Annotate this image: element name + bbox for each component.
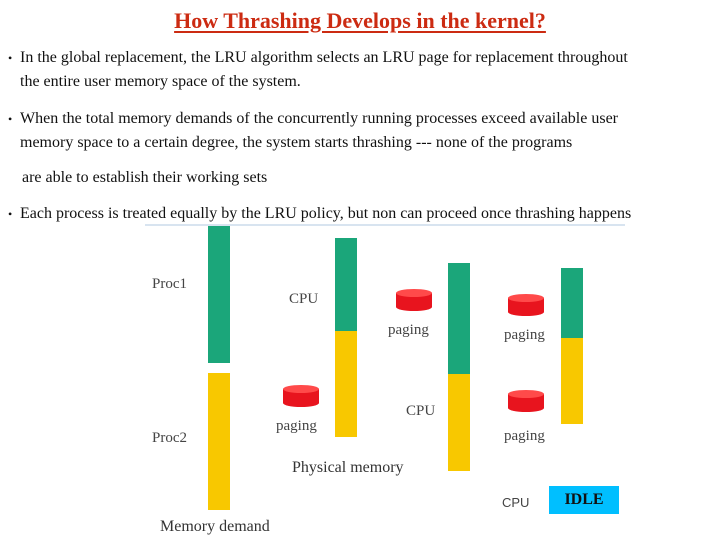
paging-phase-bar	[561, 338, 583, 424]
paging-label: paging	[388, 322, 429, 338]
cpu-phase-bar	[561, 268, 583, 338]
slide-title: How Thrashing Develops in the kernel?	[174, 8, 546, 33]
paging-phase-bar	[335, 331, 357, 437]
disk-icon	[508, 390, 544, 412]
paging-phase-bar	[448, 374, 470, 471]
proc1-memory-bar	[208, 226, 230, 363]
memory-demand-label: Memory demand	[160, 518, 270, 535]
bullet-global-replacement: • In the global replacement, the LRU alg…	[8, 46, 713, 94]
bullet-dot-icon: •	[8, 112, 13, 126]
proc2-memory-bar	[208, 373, 230, 510]
disk-icon	[396, 289, 432, 311]
bullet-dot-icon: •	[8, 207, 13, 221]
divider-line	[145, 224, 625, 226]
physical-memory-label: Physical memory	[292, 459, 404, 476]
bullet-text: When the total memory demands of the con…	[20, 110, 618, 151]
paging-label: paging	[276, 418, 317, 434]
cpu-phase-bar	[335, 238, 357, 331]
bullet-dot-icon: •	[8, 51, 13, 65]
cpu-label: CPU	[406, 403, 436, 419]
bullet-lru-policy: • Each process is treated equally by the…	[8, 202, 713, 226]
disk-icon	[508, 294, 544, 316]
disk-icon	[283, 385, 319, 407]
cpu-phase-bar	[448, 263, 470, 374]
bullet-continuation: are able to establish their working sets	[22, 169, 268, 186]
bullet-memory-demands: • When the total memory demands of the c…	[8, 107, 713, 155]
cpu-label: CPU	[502, 495, 530, 510]
cpu-label: CPU	[289, 291, 319, 307]
bullet-text: In the global replacement, the LRU algor…	[20, 49, 628, 90]
idle-box: IDLE	[549, 486, 619, 514]
paging-label: paging	[504, 428, 545, 444]
bullet-text: Each process is treated equally by the L…	[20, 205, 632, 222]
proc2-label: Proc2	[152, 430, 187, 446]
proc1-label: Proc1	[152, 276, 187, 292]
paging-label: paging	[504, 327, 545, 343]
